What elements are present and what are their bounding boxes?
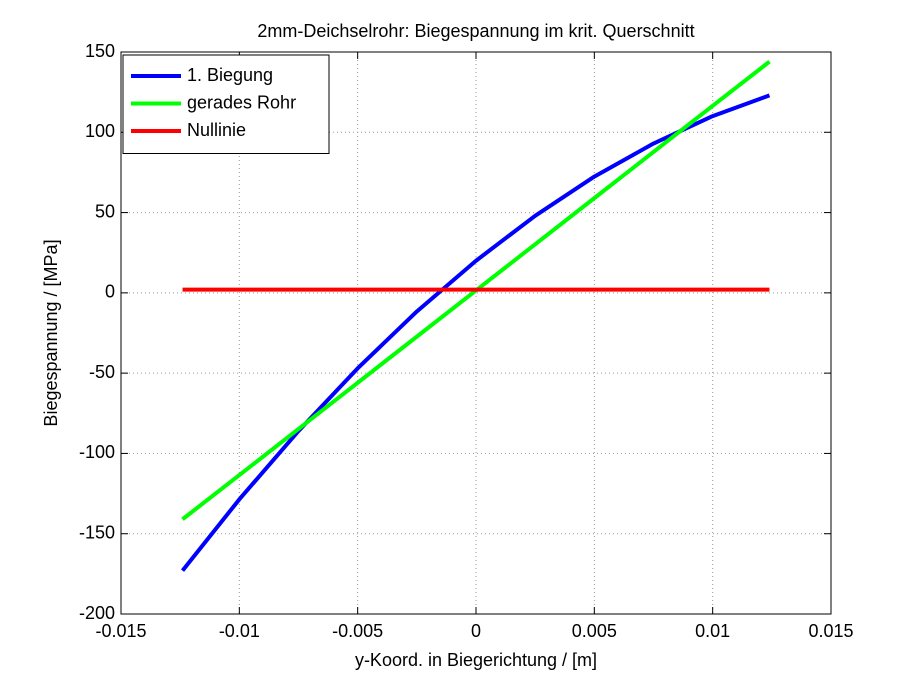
y-axis-label: Biegespannung / [MPa] [41, 239, 61, 426]
x-tick-label: -0.005 [332, 621, 383, 641]
y-tick-label: 50 [95, 201, 115, 221]
axes-box [120, 51, 832, 615]
chart-title: 2mm-Deichselrohr: Biegespannung im krit.… [257, 21, 694, 41]
legend-label: gerades Rohr [187, 92, 296, 112]
x-tick-label: 0.015 [808, 621, 853, 641]
y-tick-label: 150 [85, 41, 115, 61]
legend-label: 1. Biegung [187, 65, 273, 85]
legend-label: Nullinie [187, 120, 246, 140]
y-tick-label: -200 [79, 603, 115, 623]
x-tick-label: -0.015 [95, 621, 146, 641]
y-tick-label: 0 [105, 282, 115, 302]
x-tick-label: -0.01 [219, 621, 260, 641]
y-tick-label: 100 [85, 121, 115, 141]
x-tick-label: 0 [471, 621, 481, 641]
y-tick-label: -50 [89, 362, 115, 382]
y-tick-label: -100 [79, 442, 115, 462]
x-tick-label: 0.005 [572, 621, 617, 641]
x-tick-label: 0.01 [695, 621, 730, 641]
y-tick-label: -150 [79, 522, 115, 542]
x-axis-label: y-Koord. in Biegerichtung / [m] [355, 650, 597, 670]
